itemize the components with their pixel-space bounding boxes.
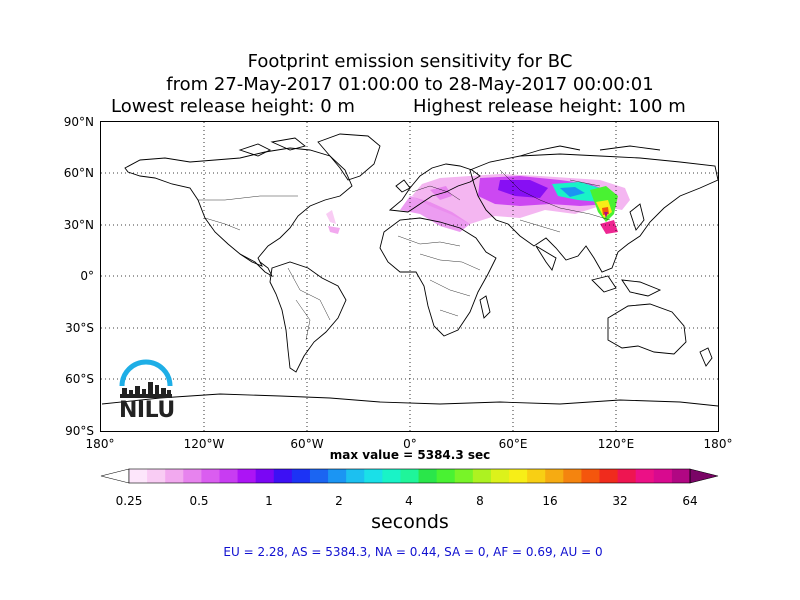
colorbar-swatch: [436, 469, 456, 483]
colorbar-unit-label: seconds: [371, 511, 449, 533]
colorbar-tick-label: 4: [405, 494, 413, 508]
colorbar-extend-high: [689, 468, 719, 484]
highest-release-height: Highest release height: 100 m: [413, 96, 686, 117]
colorbar-swatch: [635, 469, 655, 483]
map-frame: [100, 121, 719, 432]
colorbar-tick-label: 16: [542, 494, 558, 508]
colorbar-swatch: [382, 469, 401, 483]
colorbar-swatch: [599, 469, 619, 483]
country-borders: [198, 169, 611, 341]
colorbar-swatch: [147, 469, 166, 483]
colorbar-swatch: [165, 469, 184, 483]
lon-label-0: 0°: [403, 437, 417, 451]
lat-label-0: 0°: [80, 269, 94, 283]
colorbar-swatch: [129, 469, 148, 483]
colorbar-swatch: [509, 469, 528, 483]
colorbar-tick-label: 64: [682, 494, 698, 508]
colorbar-swatch: [563, 469, 582, 483]
coastlines: [101, 133, 719, 407]
colorbar-swatch: [291, 469, 311, 483]
colorbar-swatch: [183, 469, 202, 483]
regional-stats: EU = 2.28, AS = 5384.3, NA = 0.44, SA = …: [223, 545, 603, 559]
footprint-plume: [326, 174, 630, 234]
lon-label-120w: 120°W: [183, 437, 225, 451]
colorbar-swatch: [273, 469, 293, 483]
colorbar-swatch: [581, 469, 601, 483]
colorbar-swatch: [364, 469, 383, 483]
lon-label-60w: 60°W: [290, 437, 324, 451]
colorbar: [100, 468, 719, 484]
colorbar-extend-low: [100, 468, 130, 484]
colorbar-swatch: [490, 469, 510, 483]
colorbar-swatch: [346, 469, 365, 483]
lon-label-180w: 180°: [85, 437, 115, 451]
colorbar-swatch: [309, 469, 329, 483]
lon-label-180e: 180°: [703, 437, 733, 451]
colorbar-swatch: [545, 469, 564, 483]
lon-label-60e: 60°E: [498, 437, 528, 451]
graticule: [101, 122, 718, 431]
colorbar-swatch: [671, 469, 691, 483]
colorbar-tick-label: 0.25: [115, 494, 143, 508]
colorbar-swatch: [418, 469, 438, 483]
colorbar-border: [128, 468, 691, 484]
colorbar-tick-label: 1: [265, 494, 273, 508]
colorbar-tick-label: 8: [476, 494, 484, 508]
max-value-label: max value = 5384.3 sec: [329, 448, 491, 462]
nilu-logo-text: NILU: [119, 398, 175, 423]
colorbar-swatch: [328, 469, 347, 483]
colorbar-swatch: [219, 469, 239, 483]
lon-label-120e: 120°E: [597, 437, 635, 451]
lat-label-60n: 60°N: [63, 166, 94, 180]
plot-title-line1: Footprint emission sensitivity for BC: [247, 51, 573, 72]
colorbar-swatch: [237, 469, 257, 483]
colorbar-swatch: [454, 469, 474, 483]
colorbar-swatch: [400, 469, 420, 483]
colorbar-swatch: [527, 469, 546, 483]
lat-label-30n: 30°N: [63, 218, 94, 232]
colorbar-tick-label: 2: [335, 494, 343, 508]
colorbar-tick-label: 32: [612, 494, 628, 508]
colorbar-swatch: [653, 469, 673, 483]
plot-title-line2: from 27-May-2017 01:00:00 to 28-May-2017…: [166, 74, 654, 95]
colorbar-swatch: [617, 469, 637, 483]
lat-label-90s: 90°S: [65, 424, 94, 438]
lat-label-90n: 90°N: [63, 115, 94, 129]
nilu-logo: [119, 359, 173, 398]
lowest-release-height: Lowest release height: 0 m: [111, 96, 355, 117]
colorbar-tick-label: 0.5: [189, 494, 209, 508]
colorbar-swatch: [472, 469, 492, 483]
lat-label-60s: 60°S: [65, 372, 94, 386]
colorbar-swatch: [201, 469, 220, 483]
lat-label-30s: 30°S: [65, 321, 94, 335]
colorbar-swatch: [255, 469, 275, 483]
